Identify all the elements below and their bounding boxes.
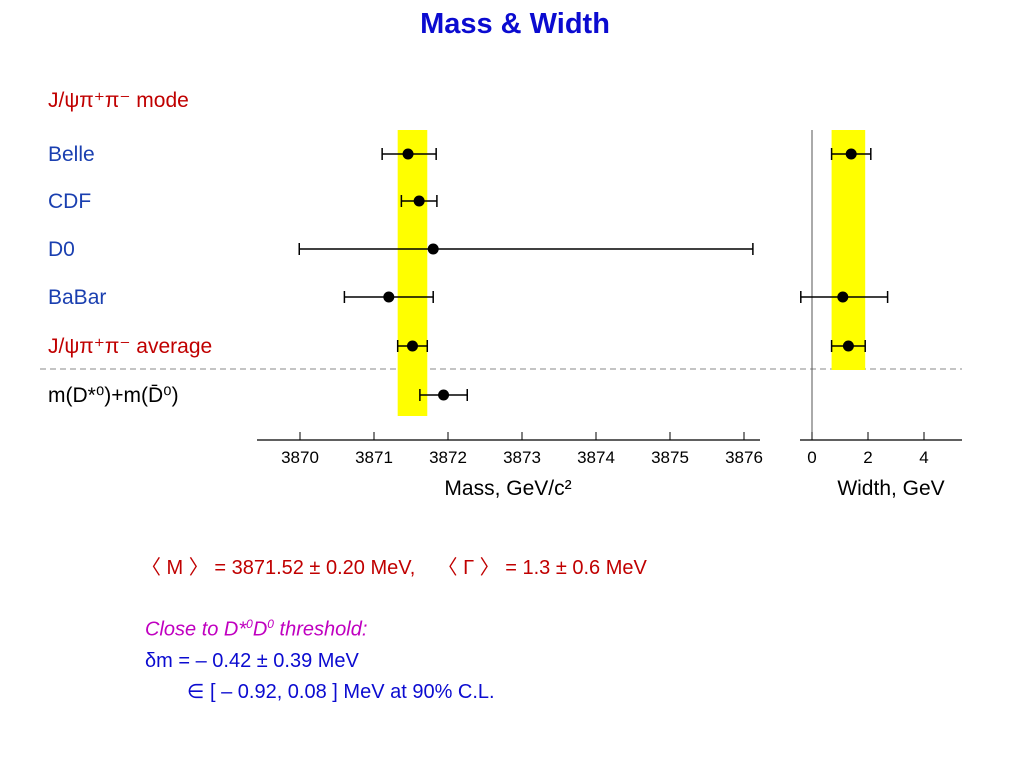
x-tick-label: 3875: [651, 448, 689, 467]
error-bar: [298, 243, 754, 255]
threshold-heading-sup: 0: [246, 617, 253, 631]
width-average-band: [831, 130, 866, 370]
row-label: J/ψπ⁺π⁻ mode: [48, 89, 189, 112]
x-axis-label: Mass, GeV/c²: [444, 477, 571, 500]
data-point: [427, 243, 439, 255]
x-tick-label: 3871: [355, 448, 393, 467]
data-point: [413, 195, 425, 207]
x-tick-label: 3873: [503, 448, 541, 467]
error-bar: [800, 291, 889, 303]
error-bar: [830, 340, 866, 352]
data-point: [837, 291, 849, 303]
threshold-heading-part: D: [252, 618, 268, 641]
width-panel: 0 2 4 Width, GeV: [800, 130, 962, 500]
x-tick-label: 0: [807, 448, 816, 467]
threshold-note: Close to D*0D0 threshold: δm = – 0.42 ± …: [145, 609, 495, 708]
data-point: [438, 389, 450, 401]
mass-average-value: = 3871.52 ± 0.20 MeV,: [208, 557, 416, 579]
threshold-heading-part: threshold:: [273, 618, 368, 641]
error-bar: [400, 195, 438, 207]
x-tick-label: 3874: [577, 448, 615, 467]
mass-panel: 3870 3871 3872 3873 3874 3875 3876 Mass, GeV/c²: [257, 130, 763, 500]
width-average-symbol: 〈 Γ 〉: [437, 557, 500, 579]
x-axis-label: Width, GeV: [837, 477, 944, 500]
row-label: BaBar: [48, 286, 106, 309]
error-bar: [381, 148, 437, 160]
threshold-heading: Close to D*0D0 threshold:: [145, 609, 495, 646]
mass-average-symbol: 〈 M 〉: [141, 557, 209, 579]
threshold-heading-part: Close to D*: [145, 618, 247, 641]
x-tick-label: 3870: [281, 448, 319, 467]
error-bar: [830, 148, 872, 160]
threshold-heading-sup: 0: [267, 617, 274, 631]
row-label: D0: [48, 238, 75, 261]
average-summary: 〈 M 〉 = 3871.52 ± 0.20 MeV, 〈 Γ 〉 = 1.3 …: [141, 551, 647, 580]
confidence-interval-line: ∈ [ – 0.92, 0.08 ] MeV at 90% C.L.: [187, 680, 495, 703]
row-label: CDF: [48, 190, 91, 213]
width-average-value: = 1.3 ± 0.6 MeV: [499, 557, 647, 579]
row-label: J/ψπ⁺π⁻ average: [48, 335, 212, 358]
error-bar: [396, 340, 429, 352]
row-label: m(D*⁰)+m(D̄⁰): [48, 384, 179, 407]
error-bar: [419, 389, 468, 401]
row-label: Belle: [48, 143, 95, 166]
page-title: Mass & Width: [420, 8, 610, 40]
x-tick-label: 3876: [725, 448, 763, 467]
x-tick-label: 4: [919, 448, 928, 467]
data-point: [402, 148, 414, 160]
data-point: [406, 340, 418, 352]
error-bar: [343, 291, 434, 303]
data-point: [842, 340, 854, 352]
mass-average-band: [397, 130, 428, 416]
x-tick-label: 3872: [429, 448, 467, 467]
x-tick-label: 2: [863, 448, 872, 467]
data-point: [845, 148, 857, 160]
delta-m-line: δm = – 0.42 ± 0.39 MeV: [145, 649, 359, 672]
data-point: [383, 291, 395, 303]
